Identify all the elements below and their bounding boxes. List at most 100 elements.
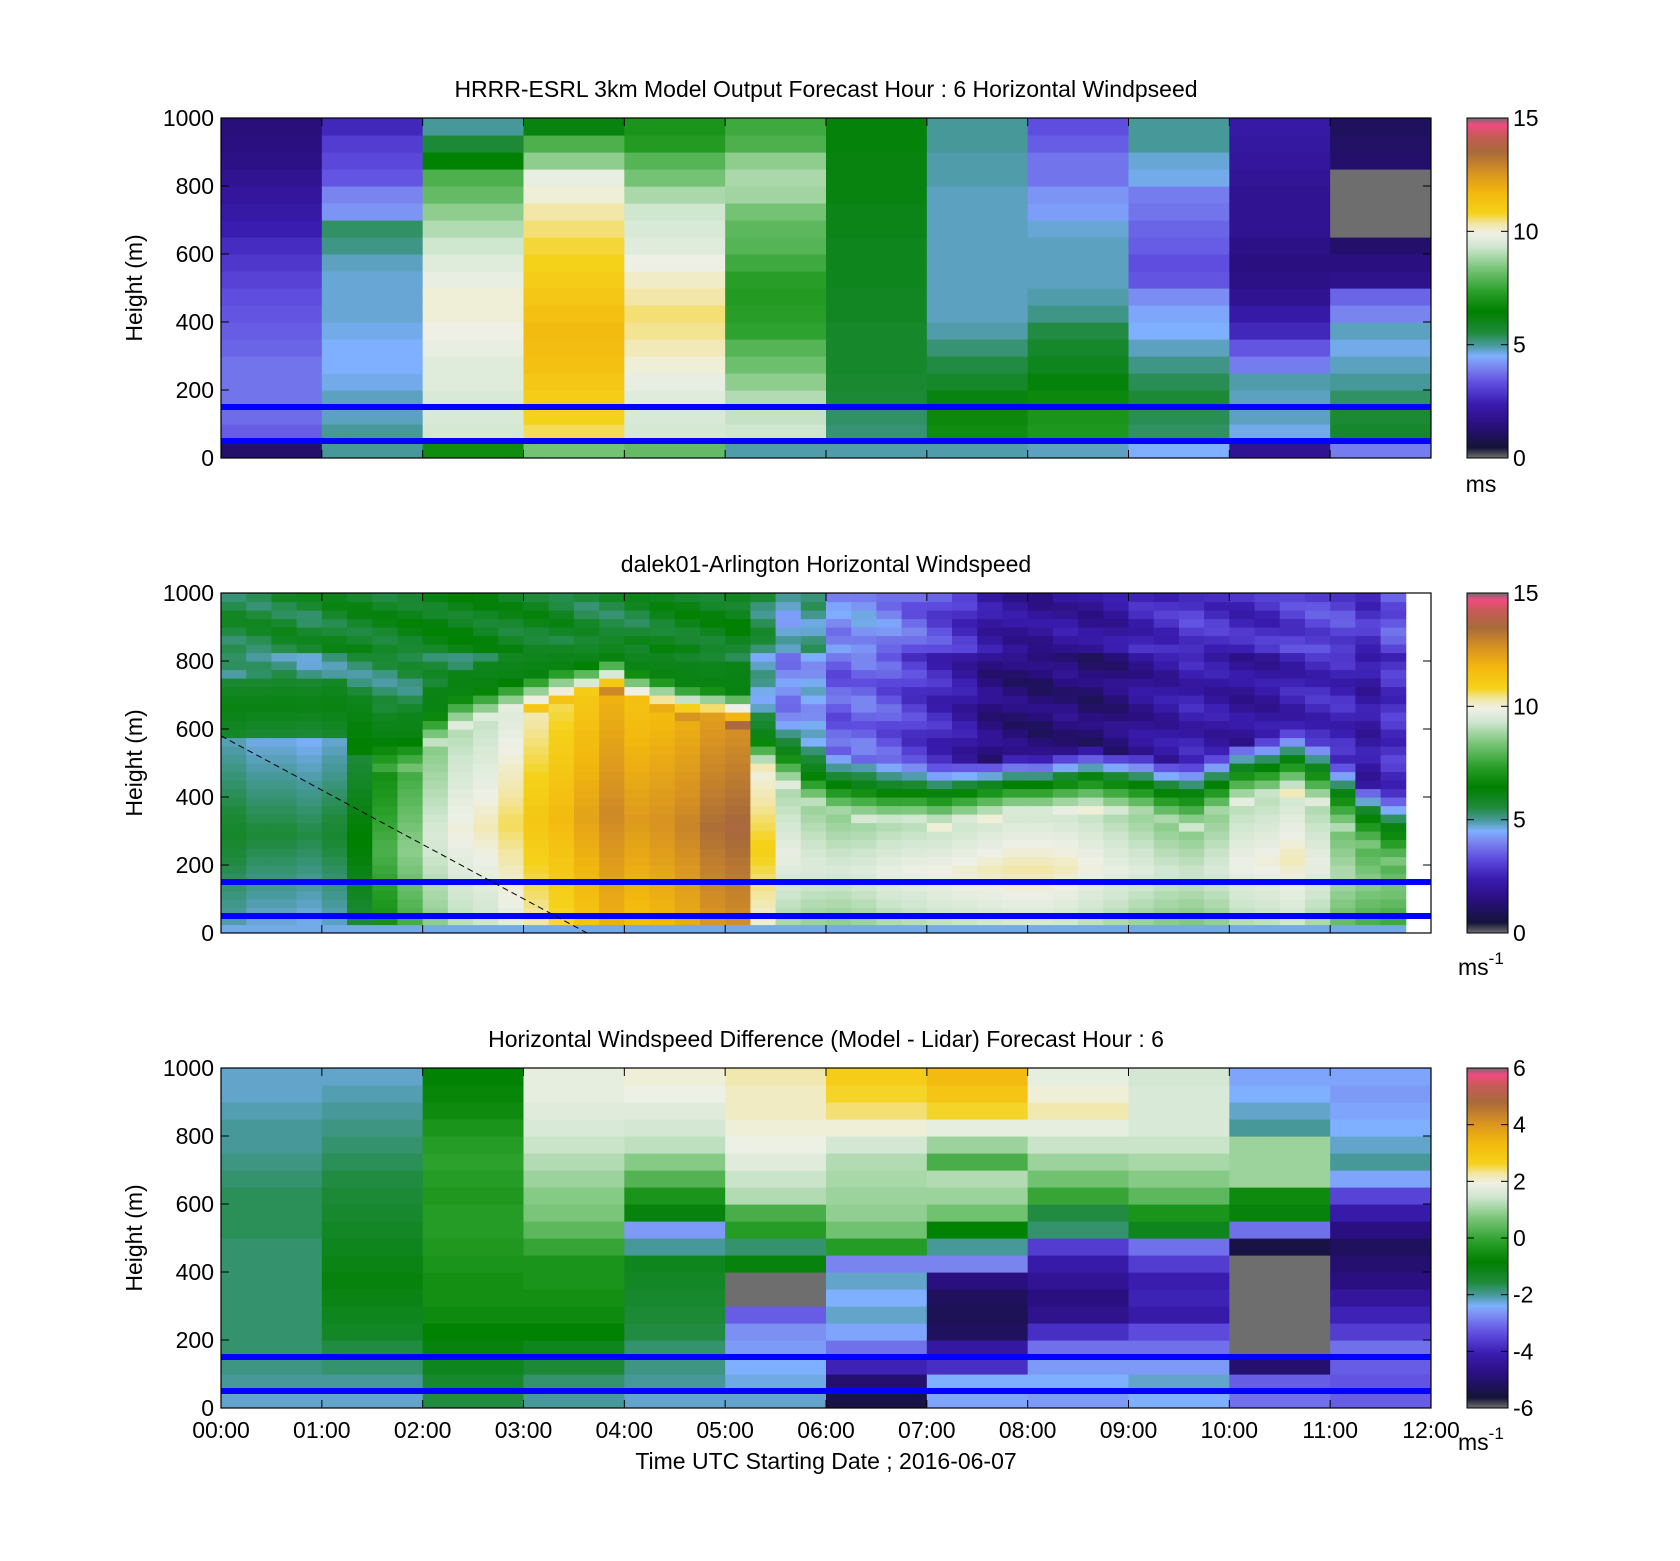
heatmap-cell — [1128, 441, 1230, 458]
heatmap-cell — [800, 788, 827, 798]
heatmap-cell — [725, 1391, 827, 1408]
heatmap-cell — [725, 1323, 827, 1341]
heatmap-cell — [1078, 780, 1104, 790]
heatmap-cell — [422, 856, 449, 866]
heatmap-cell — [750, 635, 777, 645]
heatmap-cell — [649, 822, 676, 832]
heatmap-cell — [347, 737, 373, 747]
heatmap-cell — [775, 652, 802, 662]
heatmap-cell — [674, 669, 701, 679]
heatmap-cell — [1128, 652, 1155, 662]
heatmap-cell — [1078, 610, 1104, 620]
heatmap-cell — [321, 737, 348, 747]
heatmap-cell — [1027, 865, 1054, 875]
heatmap-cell — [1304, 746, 1331, 756]
heatmap-cell — [649, 788, 676, 798]
heatmap-cell — [901, 686, 928, 696]
heatmap-cell — [1178, 865, 1205, 875]
heatmap-cell — [221, 1272, 323, 1290]
heatmap-cell — [876, 627, 903, 637]
heatmap-cell — [397, 916, 424, 926]
heatmap-cell — [573, 839, 600, 849]
heatmap-cell — [221, 1221, 323, 1239]
heatmap-cell — [1330, 907, 1356, 917]
heatmap-cell — [826, 441, 928, 458]
heatmap-cell — [221, 805, 247, 815]
heatmap-cell — [498, 839, 524, 849]
heatmap-cell — [800, 882, 827, 892]
heatmap-cell — [473, 848, 499, 858]
heatmap-cell — [1002, 729, 1029, 739]
heatmap-cell — [826, 695, 852, 705]
heatmap-cell — [1204, 890, 1230, 900]
heatmap-cell — [221, 754, 247, 764]
heatmap-cell — [876, 644, 903, 654]
heatmap-cell — [1254, 763, 1281, 773]
heatmap-cell — [447, 627, 474, 637]
heatmap-cell — [1027, 288, 1129, 306]
heatmap-cell — [599, 686, 625, 696]
heatmap-cell — [775, 856, 802, 866]
panel-difference-title: Horizontal Windspeed Difference (Model -… — [488, 1026, 1164, 1052]
heatmap-cell — [1380, 788, 1407, 798]
heatmap-cell — [826, 305, 928, 323]
heatmap-cell — [1153, 754, 1180, 764]
heatmap-cell — [347, 763, 373, 773]
heatmap-cell — [800, 652, 827, 662]
heatmap-cell — [397, 695, 424, 705]
heatmap-cell — [1027, 899, 1054, 909]
heatmap-cell — [523, 831, 550, 841]
heatmap-cell — [1254, 737, 1281, 747]
heatmap-cell — [523, 152, 625, 170]
heatmap-cell — [699, 618, 726, 628]
heatmap-cell — [876, 712, 903, 722]
heatmap-cell — [826, 848, 852, 858]
heatmap-cell — [775, 695, 802, 705]
heatmap-cell — [372, 644, 398, 654]
heatmap-cell — [1027, 839, 1054, 849]
heatmap-cell — [473, 703, 499, 713]
heatmap-cell — [1355, 839, 1382, 849]
heatmap-cell — [397, 746, 424, 756]
heatmap-cell — [321, 305, 424, 323]
heatmap-cell — [523, 186, 625, 204]
heatmap-cell — [926, 237, 1029, 255]
heatmap-cell — [523, 822, 550, 832]
heatmap-cell — [422, 169, 524, 187]
heatmap-cell — [372, 737, 398, 747]
heatmap-cell — [599, 890, 625, 900]
heatmap-cell — [1279, 686, 1306, 696]
heatmap-cell — [851, 890, 877, 900]
heatmap-cell — [221, 873, 247, 883]
heatmap-cell — [1229, 644, 1256, 654]
heatmap-cell — [447, 882, 474, 892]
heatmap-cell — [851, 822, 877, 832]
heatmap-cell — [1128, 695, 1155, 705]
panel-lidar-title: dalek01-Arlington Horizontal Windspeed — [621, 551, 1031, 577]
heatmap-cell — [397, 848, 424, 858]
heatmap-cell — [1229, 305, 1331, 323]
heatmap-cell — [977, 754, 1003, 764]
heatmap-cell — [1229, 356, 1331, 374]
heatmap-cell — [548, 618, 575, 628]
heatmap-cell — [221, 305, 323, 323]
heatmap-cell — [1355, 856, 1382, 866]
heatmap-cell — [372, 831, 398, 841]
heatmap-cell — [725, 1289, 827, 1307]
heatmap-cell — [826, 424, 928, 442]
heatmap-cell — [1254, 890, 1281, 900]
heatmap-cell — [599, 899, 625, 909]
heatmap-cell — [296, 890, 323, 900]
heatmap-cell — [674, 737, 701, 747]
heatmap-cell — [1027, 441, 1129, 458]
heatmap-cell — [1229, 686, 1256, 696]
heatmap-cell — [725, 288, 827, 306]
heatmap-cell — [750, 882, 777, 892]
heatmap-cell — [321, 254, 424, 272]
heatmap-cell — [1229, 848, 1256, 858]
heatmap-cell — [851, 788, 877, 798]
heatmap-cell — [447, 593, 474, 603]
heatmap-cell — [573, 907, 600, 917]
heatmap-cell — [725, 686, 751, 696]
heatmap-cell — [372, 924, 398, 933]
